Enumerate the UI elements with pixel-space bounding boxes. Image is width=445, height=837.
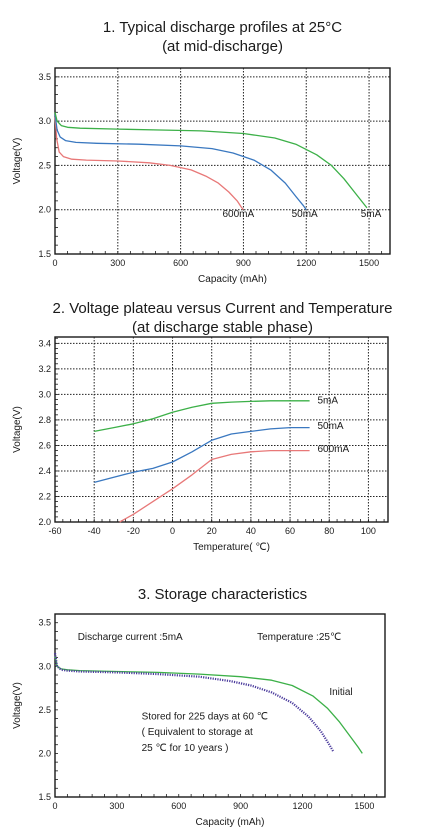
chart2-x-tick-label: -20 [127, 526, 140, 536]
chart2-annotation: 50mA [317, 421, 343, 432]
chart3-title: 3. Storage characteristics [0, 585, 445, 604]
chart2-y-tick-label: 3.2 [38, 364, 51, 374]
chart1-x-tick-label: 300 [110, 258, 125, 268]
chart1-y-axis-label: Voltage(V) [12, 138, 23, 185]
chart1-annotation: 5mA [361, 209, 382, 220]
chart3-x-tick-label: 0 [52, 801, 57, 811]
chart1-x-axis-label: Capacity (mAh) [198, 274, 267, 285]
chart2-title-line1: 2. Voltage plateau versus Current and Te… [52, 300, 393, 317]
chart1-y-tick-label: 2.5 [38, 160, 51, 170]
chart2-y-tick-label: 2.6 [38, 440, 51, 450]
chart3-y-tick-label: 3.5 [38, 618, 51, 628]
chart3-series-line [53, 653, 335, 753]
chart1-x-tick-label: 1200 [296, 258, 316, 268]
chart3-y-tick-label: 1.5 [38, 792, 51, 802]
chart2-y-tick-label: 2.8 [38, 415, 51, 425]
chart3-annotation: Initial [329, 687, 352, 698]
chart1-title-line2: (at mid-discharge) [162, 38, 283, 55]
chart2-x-tick-label: 80 [324, 526, 334, 536]
chart2-y-tick-label: 2.2 [38, 491, 51, 501]
chart2-series-line [119, 449, 310, 523]
chart3-title-line1: 3. Storage characteristics [137, 586, 308, 603]
chart3-annotation: Stored for 225 days at 60 ℃ [142, 711, 268, 722]
chart2-plot-frame [54, 336, 389, 523]
chart2-x-tick-label: 60 [285, 526, 295, 536]
chart1-series-line [54, 116, 244, 211]
chart3-x-axis-label: Capacity (mAh) [196, 817, 265, 828]
chart2-series-line [94, 400, 310, 433]
chart3-annotation: Discharge current :5mA [78, 632, 183, 643]
chart1-title-line1: 1. Typical discharge profiles at 25°C [102, 19, 343, 36]
chart1-x-tick-label: 600 [173, 258, 188, 268]
chart3-plot-frame [54, 613, 386, 798]
chart3-annotation: Temperature :25℃ [257, 632, 341, 643]
chart3-x-tick-label: 1500 [354, 801, 374, 811]
chart1-x-tick-label: 0 [52, 258, 57, 268]
chart3-x-tick-label: 600 [171, 801, 186, 811]
chart3-x-tick-label: 300 [109, 801, 124, 811]
chart2-x-axis-label: Temperature( ℃) [193, 542, 270, 553]
chart1-series-line [54, 112, 368, 209]
chart1-y-tick-label: 2.0 [38, 205, 51, 215]
chart2-series-line [94, 426, 310, 484]
chart2-y-tick-label: 3.4 [38, 338, 51, 348]
chart1-plot-frame [54, 67, 391, 255]
chart3-annotation: ( Equivalent to storage at [142, 727, 253, 738]
chart1-annotation: 600mA [223, 209, 255, 220]
chart2-x-tick-label: 20 [207, 526, 217, 536]
chart2: -60 -40 -20 0 20 40 60 80 100 2.0 2.2 2.4 2.6 2.8 3.0 3… [12, 336, 389, 553]
chart2-title-line2: (at discharge stable phase) [132, 319, 313, 336]
chart2-x-tick-label: 0 [170, 526, 175, 536]
chart1-series-line [54, 114, 307, 211]
chart3-annotation: 25 ℃ for 10 years ) [142, 743, 229, 754]
chart1: 0 300 600 900 1200 1500 1.5 2.0 2.5 3.0 3.5 Capacit… [12, 67, 391, 285]
chart3-y-tick-label: 2.0 [38, 748, 51, 758]
chart1-annotation: 50mA [292, 209, 318, 220]
chart3-x-tick-label: 900 [233, 801, 248, 811]
chart2-x-tick-label: 100 [361, 526, 376, 536]
chart1-y-tick-label: 3.5 [38, 72, 51, 82]
chart3-y-tick-label: 2.5 [38, 705, 51, 715]
chart3-series-line [54, 655, 363, 754]
chart1-title: 1. Typical discharge profiles at 25°C (a… [0, 18, 445, 56]
chart2-x-tick-label: -60 [48, 526, 61, 536]
chart2-annotation: 5mA [317, 395, 338, 406]
chart1-y-tick-label: 1.5 [38, 249, 51, 259]
chart2-y-tick-label: 2.4 [38, 466, 51, 476]
chart2-x-tick-label: 40 [246, 526, 256, 536]
chart2-y-axis-label: Voltage(V) [12, 406, 23, 453]
chart1-x-tick-label: 900 [236, 258, 251, 268]
chart3-x-tick-label: 1200 [292, 801, 312, 811]
chart2-y-tick-label: 3.0 [38, 389, 51, 399]
chart2-x-tick-label: -40 [88, 526, 101, 536]
chart2-y-tick-label: 2.0 [38, 517, 51, 527]
chart1-x-tick-label: 1500 [359, 258, 379, 268]
chart3-y-axis-label: Voltage(V) [12, 682, 23, 729]
chart3-y-tick-label: 3.0 [38, 661, 51, 671]
chart2-annotation: 600mA [317, 444, 349, 455]
chart2-title: 2. Voltage plateau versus Current and Te… [0, 299, 445, 337]
chart1-y-tick-label: 3.0 [38, 116, 51, 126]
